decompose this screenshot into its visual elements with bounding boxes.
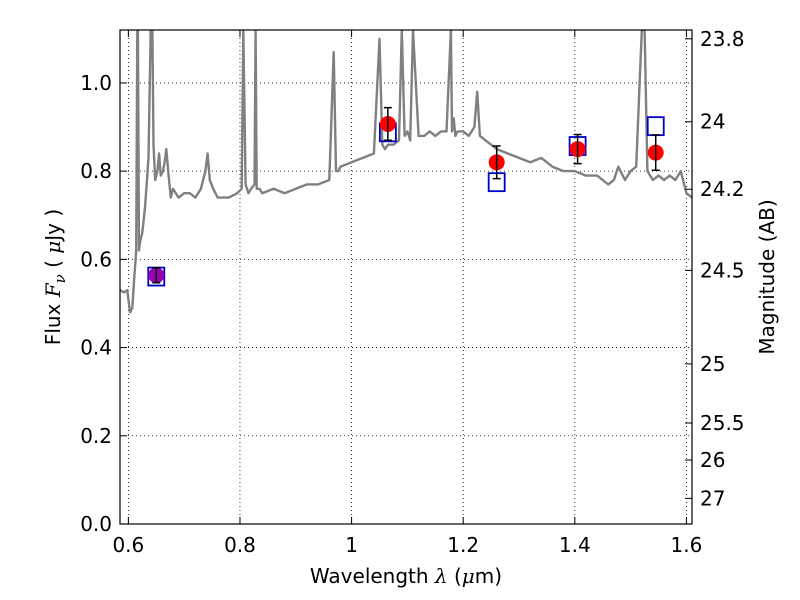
y2-tick-label: 24.5 [700,258,745,282]
plot-frame [119,29,693,525]
y-tick-label: 0.8 [80,159,112,183]
x-tick-label: 1 [345,533,358,557]
y2-tick-label: 24 [700,110,725,134]
y2-tick-label: 26 [700,448,725,472]
y-tick-label: 0.4 [80,336,112,360]
x-tick-label: 0.8 [224,533,256,557]
y2-tick-label: 24.2 [700,177,745,201]
x-tick-label: 1.4 [559,533,591,557]
y2-tick-label: 25.5 [700,411,745,435]
y2-axis-label: Magnitude (AB) [755,199,779,354]
y-tick-label: 1.0 [80,71,112,95]
x-tick-label: 0.6 [112,533,144,557]
y2-tick-label: 25 [700,352,725,376]
y2-tick-label: 27 [700,486,725,510]
y2-tick-label: 23.8 [700,27,745,51]
y-axis-label: Flux Fν ( μJy ) [41,209,69,345]
ticks: 0.6 0.8 1 1.2 1.4 1.6 0.0 0.2 0.4 0.6 0.8 1.0 23.8 24… [80,27,744,557]
y-tick-label: 0.6 [80,247,112,271]
plot-area [120,30,692,524]
model-spectrum-line [120,30,692,314]
x-axis-label: Wavelength λ (μm) [310,564,502,588]
y-tick-label: 0.0 [80,512,112,536]
x-tick-label: 1.6 [671,533,703,557]
series-layer [120,30,692,314]
x-tick-label: 1.2 [447,533,479,557]
y-tick-label: 0.2 [80,424,112,448]
